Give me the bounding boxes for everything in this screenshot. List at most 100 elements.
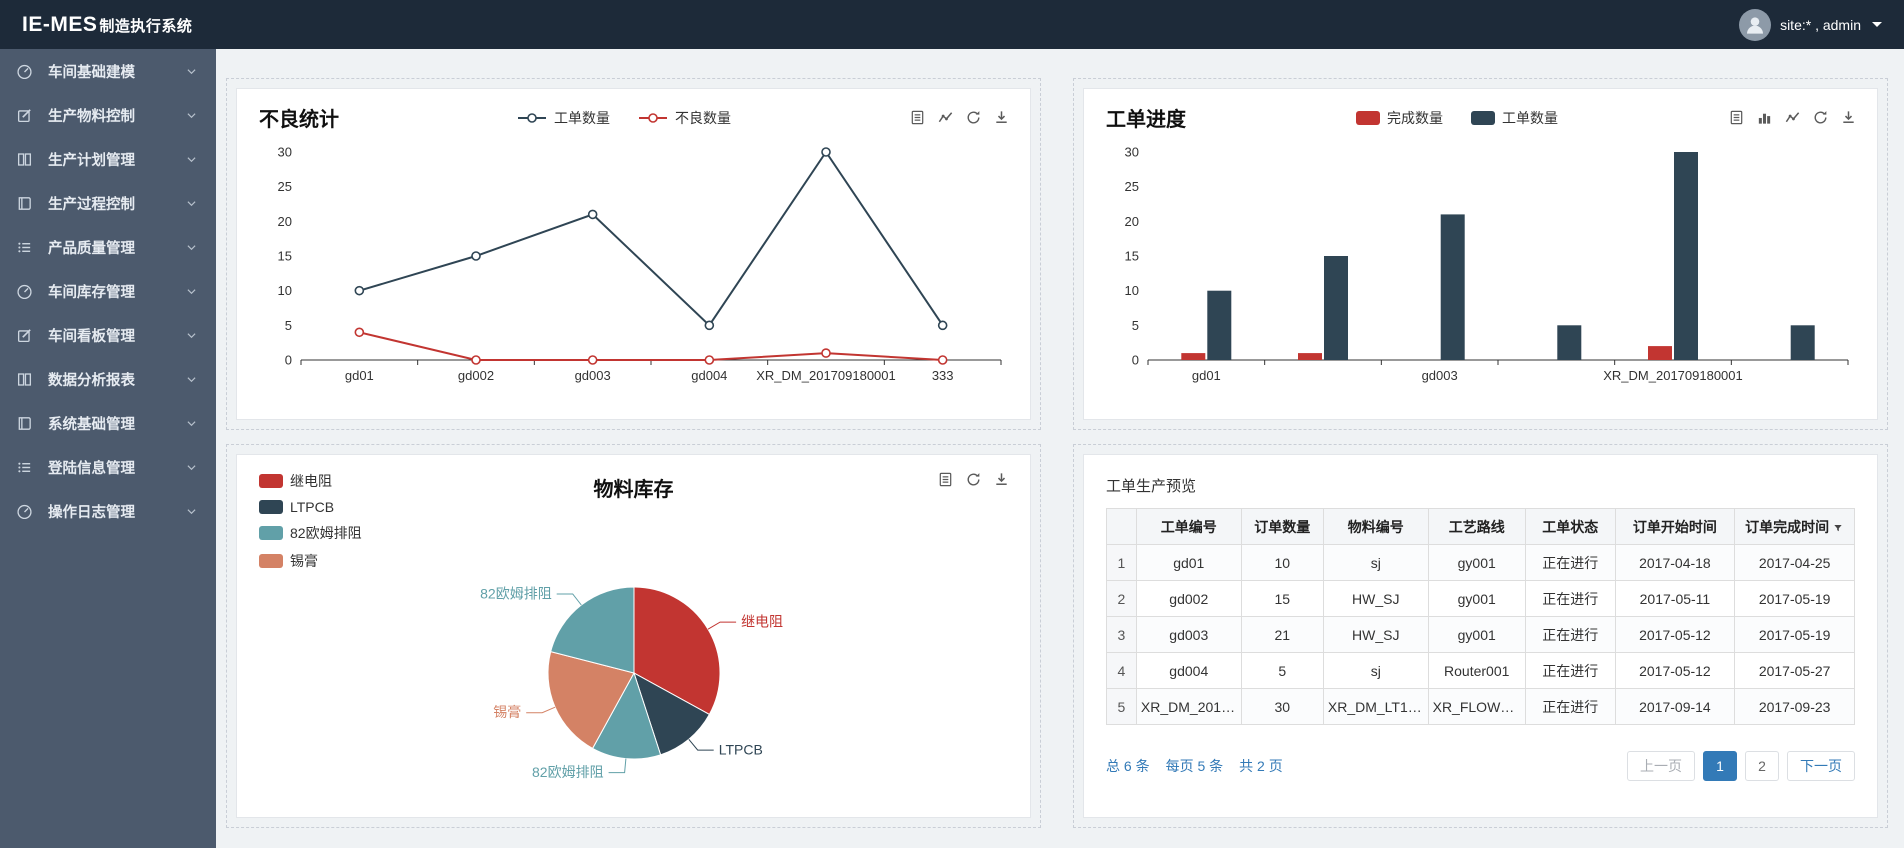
page-button-1[interactable]: 1 [1703, 751, 1737, 781]
sidebar-item-1[interactable]: 车间基础建模 [0, 49, 216, 93]
dashboard-icon [17, 504, 32, 519]
legend-82欧姆排阻[interactable]: 82欧姆排阻 [259, 523, 362, 543]
sidebar-item-2[interactable]: 生产物料控制 [0, 93, 216, 137]
sidebar-item-8[interactable]: 数据分析报表 [0, 357, 216, 401]
legend-swatch-icon [259, 500, 283, 514]
legend-锡膏[interactable]: 锡膏 [259, 551, 362, 571]
bar-chart[interactable]: 0 5 10 15 20 25 30 gd01 gd003 XR_DM_201709180001 [1098, 138, 1864, 396]
row-index: 2 [1106, 580, 1137, 617]
table-cell: 21 [1240, 616, 1324, 653]
bar-chart-icon[interactable] [1756, 109, 1773, 126]
data-view-icon[interactable] [909, 109, 926, 126]
inventory-panel-head: 继电阻 LTPCB 82欧姆排阻 锡膏 物料库存 [237, 455, 1030, 569]
row-index: 3 [1106, 616, 1137, 653]
chevron-down-icon [187, 376, 196, 382]
sidebar-item-7[interactable]: 车间看板管理 [0, 313, 216, 357]
sidebar-item-6[interactable]: 车间库存管理 [0, 269, 216, 313]
next-page-button[interactable]: 下一页 [1787, 751, 1855, 781]
dashboard-icon [17, 64, 32, 79]
chevron-down-icon [187, 200, 196, 206]
legend-label: 工单数量 [1502, 109, 1558, 126]
table-cell: 2017-05-19 [1734, 580, 1855, 617]
inventory-chart-host[interactable]: 继电阻 LTPCB 82欧姆排阻 锡膏 82欧姆排阻 [237, 551, 1030, 818]
svg-text:20: 20 [1124, 214, 1138, 229]
table-cell: gy001 [1427, 544, 1526, 581]
caret-down-icon [1872, 22, 1882, 27]
defect-panel: 不良统计 工单数量 不良数量 0 5 10 15 20 25 30 gd01 gd002 gd003… [236, 88, 1031, 420]
table-cell: 2017-05-11 [1614, 580, 1736, 617]
svg-text:82欧姆排阻: 82欧姆排阻 [480, 585, 552, 601]
table-cell: 15 [1240, 580, 1324, 617]
refresh-icon[interactable] [965, 471, 982, 488]
progress-legend: 完成数量 工单数量 [1186, 108, 1728, 128]
svg-text:gd004: gd004 [691, 368, 727, 383]
svg-text:10: 10 [1124, 283, 1138, 298]
progress-panel-title: 工单进度 [1106, 109, 1186, 131]
edit-icon [17, 108, 31, 122]
refresh-icon[interactable] [965, 109, 982, 126]
legend-LTPCB[interactable]: LTPCB [259, 499, 362, 515]
sidebar-item-10[interactable]: 登陆信息管理 [0, 445, 216, 489]
chevron-down-icon [187, 420, 196, 426]
index-column-header [1106, 508, 1137, 545]
progress-chart-host[interactable]: 0 5 10 15 20 25 30 gd01 gd003 XR_DM_201709180001 [1084, 136, 1877, 396]
legend-工单数量[interactable]: 工单数量 [517, 108, 610, 128]
column-header-订单完成时间[interactable]: 订单完成时间 [1734, 508, 1855, 545]
defect-panel-head: 不良统计 工单数量 不良数量 [237, 89, 1030, 136]
preview-table: 工单编号 订单数量 物料编号 工艺路线 工单状态 订单开始时间 订单完成时间 1 gd01 10… [1106, 508, 1855, 725]
user-menu[interactable]: site:* , admin [1739, 8, 1882, 41]
sidebar-item-3[interactable]: 生产计划管理 [0, 137, 216, 181]
table-cell: Router001 [1427, 652, 1526, 689]
legend-完成数量[interactable]: 完成数量 [1356, 108, 1443, 128]
table-cell: gd01 [1135, 544, 1242, 581]
table-cell: 2017-05-19 [1734, 616, 1855, 653]
data-view-icon[interactable] [1728, 109, 1745, 126]
list-icon [18, 462, 31, 472]
sidebar-item-label: 车间看板管理 [48, 328, 135, 345]
chevron-down-icon [187, 112, 196, 118]
page-button-2[interactable]: 2 [1745, 751, 1779, 781]
svg-text:82欧姆排阻: 82欧姆排阻 [532, 764, 604, 780]
sidebar-item-4[interactable]: 生产过程控制 [0, 181, 216, 225]
svg-text:333: 333 [931, 368, 953, 383]
legend-label: 不良数量 [675, 109, 731, 126]
refresh-icon[interactable] [1812, 109, 1829, 126]
download-icon[interactable] [993, 471, 1010, 488]
table-cell: XR_FLOW_S... [1427, 688, 1526, 725]
pie-slice-82欧姆排阻[interactable] [549, 586, 634, 674]
svg-text:继电阻: 继电阻 [741, 614, 783, 630]
data-view-icon[interactable] [937, 471, 954, 488]
table-cell: gy001 [1427, 616, 1526, 653]
chevron-down-icon [187, 464, 196, 470]
legend-swatch-icon [259, 554, 283, 568]
download-icon[interactable] [1840, 109, 1857, 126]
table-row: 3 gd003 21 HW_SJ gy001 正在进行 2017-05-12 2017-05-… [1106, 616, 1855, 653]
pie-slice-锡膏[interactable] [546, 650, 635, 750]
sidebar-item-9[interactable]: 系统基础管理 [0, 401, 216, 445]
chevron-down-icon [187, 156, 196, 162]
dashboard-grid: 不良统计 工单数量 不良数量 0 5 10 15 20 25 30 gd01 gd002 gd003… [226, 78, 1888, 828]
line-chart-icon[interactable] [1784, 109, 1801, 126]
download-icon[interactable] [993, 109, 1010, 126]
legend-工单数量[interactable]: 工单数量 [1471, 108, 1558, 128]
prev-page-button[interactable]: 上一页 [1627, 751, 1695, 781]
sidebar-item-5[interactable]: 产品质量管理 [0, 225, 216, 269]
pie-legend: 继电阻 LTPCB 82欧姆排阻 锡膏 [259, 471, 362, 571]
line-chart-icon[interactable] [937, 109, 954, 126]
book-icon [18, 196, 31, 210]
sidebar-item-11[interactable]: 操作日志管理 [0, 489, 216, 533]
table-cell: 正在进行 [1524, 688, 1616, 725]
chevron-down-icon [187, 68, 196, 74]
legend-不良数量[interactable]: 不良数量 [638, 108, 731, 128]
svg-text:25: 25 [277, 179, 291, 194]
table-summary: 总 6 条 每页 5 条 共 2 页 [1106, 756, 1283, 776]
inventory-panel: 继电阻 LTPCB 82欧姆排阻 锡膏 物料库存 继电阻 LTPCB 82欧姆排阻 锡膏 82… [236, 454, 1031, 818]
defect-chart-host[interactable]: 0 5 10 15 20 25 30 gd01 gd002 gd003 gd004 XR_DM_201… [237, 136, 1030, 396]
legend-继电阻[interactable]: 继电阻 [259, 471, 362, 491]
dashboard-icon [17, 284, 32, 299]
pie-slice-LTPCB[interactable] [632, 671, 710, 756]
sidebar-item-label: 产品质量管理 [48, 240, 135, 257]
line-chart[interactable]: 0 5 10 15 20 25 30 gd01 gd002 gd003 gd004 XR_DM_201… [251, 138, 1017, 396]
row-index: 4 [1106, 652, 1137, 689]
